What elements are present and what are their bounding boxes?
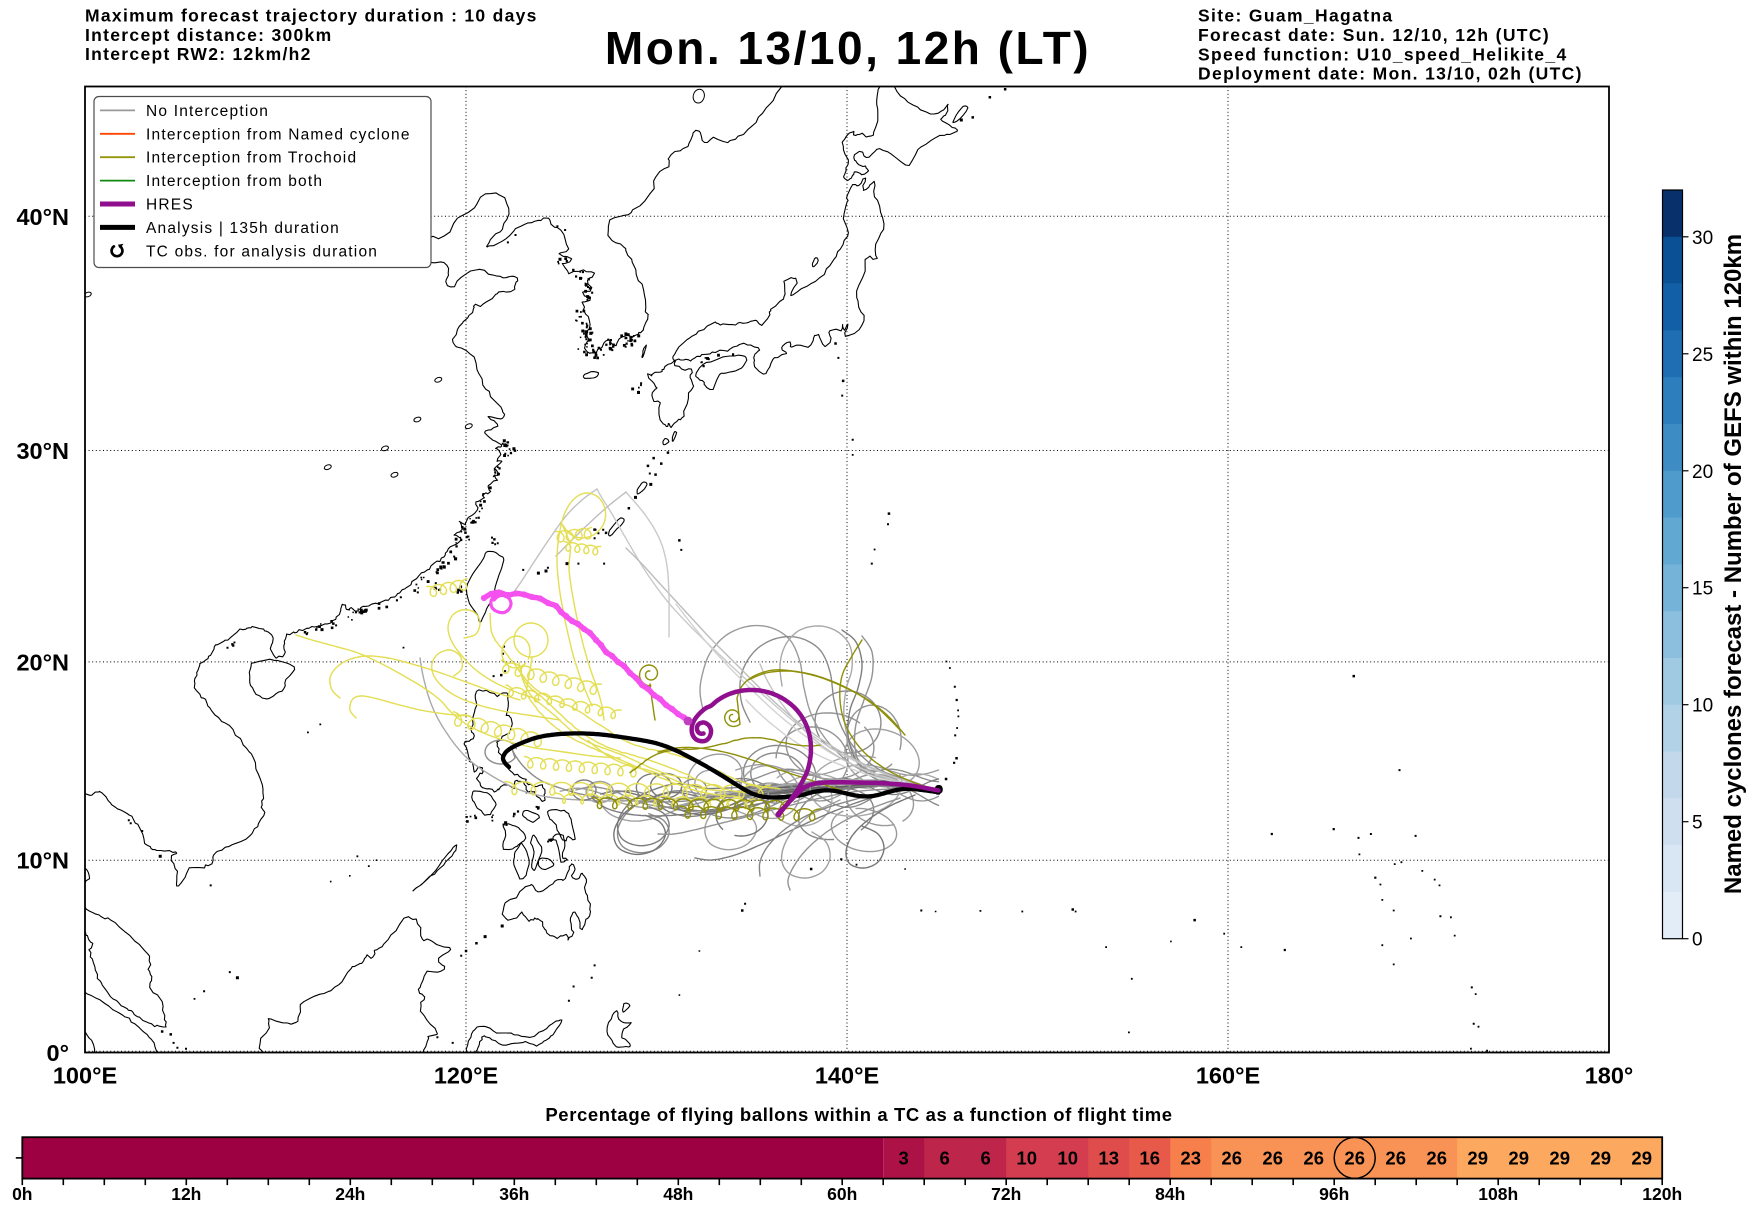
svg-text:40°N: 40°N — [16, 204, 69, 230]
svg-text:Interception from both: Interception from both — [146, 173, 323, 190]
svg-text:30°N: 30°N — [16, 438, 69, 464]
svg-text:13: 13 — [1098, 1148, 1119, 1169]
svg-text:0: 0 — [1692, 930, 1703, 951]
svg-text:Interception from Trochoid: Interception from Trochoid — [146, 150, 357, 167]
svg-text:48h: 48h — [663, 1184, 693, 1204]
svg-text:30: 30 — [1692, 228, 1713, 249]
svg-text:Analysis | 135h duration: Analysis | 135h duration — [146, 220, 340, 237]
svg-text:26: 26 — [1344, 1148, 1365, 1169]
svg-text:84h: 84h — [1155, 1184, 1185, 1204]
svg-text:23: 23 — [1180, 1148, 1201, 1169]
svg-text:10°N: 10°N — [16, 848, 69, 874]
svg-text:10: 10 — [1016, 1148, 1037, 1169]
svg-text:24h: 24h — [335, 1184, 365, 1204]
svg-text:160°E: 160°E — [1196, 1063, 1260, 1089]
svg-text:Maximum forecast trajectory du: Maximum forecast trajectory duration : 1… — [85, 6, 538, 26]
svg-text:20: 20 — [1692, 462, 1713, 483]
svg-text:Speed function: U10_speed_Heli: Speed function: U10_speed_Helikite_4 — [1198, 44, 1568, 64]
svg-text:26: 26 — [1221, 1148, 1242, 1169]
svg-text:6: 6 — [940, 1148, 950, 1169]
svg-text:26: 26 — [1426, 1148, 1447, 1169]
svg-text:5: 5 — [1692, 813, 1703, 834]
svg-text:10: 10 — [1692, 696, 1713, 717]
svg-text:No Interception: No Interception — [146, 103, 269, 120]
svg-text:16: 16 — [1139, 1148, 1160, 1169]
svg-text:Site: Guam_Hagatna: Site: Guam_Hagatna — [1198, 6, 1393, 26]
svg-text:72h: 72h — [991, 1184, 1021, 1204]
svg-text:15: 15 — [1692, 579, 1713, 600]
svg-text:6: 6 — [981, 1148, 991, 1169]
svg-text:12h: 12h — [171, 1184, 201, 1204]
svg-text:180°: 180° — [1585, 1063, 1634, 1089]
svg-text:36h: 36h — [499, 1184, 529, 1204]
svg-text:120°E: 120°E — [434, 1063, 498, 1089]
svg-text:20°N: 20°N — [16, 649, 69, 675]
svg-text:Named cyclones forecast - Numb: Named cyclones forecast - Number of GEFS… — [1720, 234, 1747, 894]
svg-text:29: 29 — [1508, 1148, 1529, 1169]
svg-text:Interception from Named cyclon: Interception from Named cyclone — [146, 126, 411, 143]
svg-text:25: 25 — [1692, 345, 1713, 366]
svg-text:60h: 60h — [827, 1184, 857, 1204]
svg-text:26: 26 — [1303, 1148, 1324, 1169]
svg-text:108h: 108h — [1478, 1184, 1518, 1204]
svg-text:TC obs. for analysis duration: TC obs. for analysis duration — [146, 243, 378, 260]
svg-text:120h: 120h — [1642, 1184, 1682, 1204]
svg-text:29: 29 — [1590, 1148, 1611, 1169]
svg-text:Deployment date: Mon. 13/10, 0: Deployment date: Mon. 13/10, 02h (UTC) — [1198, 64, 1583, 84]
svg-text:140°E: 140°E — [815, 1063, 879, 1089]
svg-text:100°E: 100°E — [53, 1063, 117, 1089]
svg-text:Percentage of flying ballons w: Percentage of flying ballons within a TC… — [545, 1104, 1172, 1125]
svg-text:26: 26 — [1262, 1148, 1283, 1169]
svg-text:Intercept RW2: 12km/h2: Intercept RW2: 12km/h2 — [85, 44, 312, 64]
svg-text:Intercept distance: 300km: Intercept distance: 300km — [85, 25, 332, 45]
svg-text:HRES: HRES — [146, 197, 194, 214]
svg-text:29: 29 — [1467, 1148, 1488, 1169]
svg-text:Mon. 13/10, 12h (LT): Mon. 13/10, 12h (LT) — [605, 22, 1091, 74]
svg-text:10: 10 — [1057, 1148, 1078, 1169]
svg-text:26: 26 — [1385, 1148, 1406, 1169]
svg-text:29: 29 — [1549, 1148, 1570, 1169]
svg-text:Forecast date: Sun. 12/10, 12h: Forecast date: Sun. 12/10, 12h (UTC) — [1198, 25, 1550, 45]
svg-text:3: 3 — [899, 1148, 909, 1169]
svg-text:0°: 0° — [47, 1040, 69, 1066]
svg-text:29: 29 — [1631, 1148, 1652, 1169]
svg-text:0h: 0h — [12, 1184, 32, 1204]
svg-text:96h: 96h — [1319, 1184, 1349, 1204]
